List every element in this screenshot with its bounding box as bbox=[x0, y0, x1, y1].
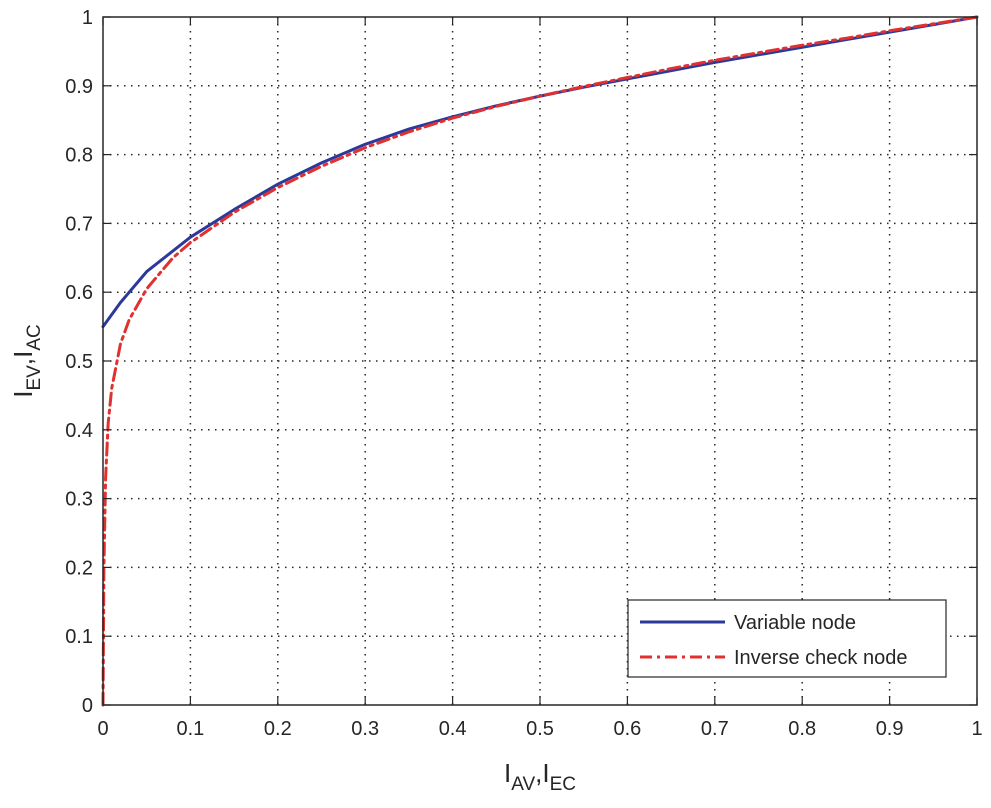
x-tick-label-6: 0.6 bbox=[613, 718, 641, 740]
x-tick-label-8: 0.8 bbox=[788, 718, 816, 740]
y-axis-ticks: 0 0.1 0.2 0.3 0.4 0.5 0.6 0.7 0.8 0.9 1 bbox=[65, 7, 977, 717]
x-tick-label-4: 0.4 bbox=[439, 718, 467, 740]
legend: Variable node Inverse check node bbox=[627, 599, 947, 678]
legend-box bbox=[627, 599, 947, 678]
y-label-sub-1: EV bbox=[24, 365, 45, 391]
x-tick-label-2: 0.2 bbox=[264, 718, 292, 740]
y-tick-label-9: 0.9 bbox=[65, 76, 93, 98]
x-tick-label-10: 1 bbox=[971, 718, 982, 740]
x-label-sep: , bbox=[535, 758, 542, 788]
x-axis-ticks: 0 0.1 0.2 0.3 0.4 0.5 0.6 0.7 0.8 0.9 1 bbox=[97, 17, 983, 740]
y-tick-label-8: 0.8 bbox=[65, 145, 93, 167]
y-tick-label-7: 0.7 bbox=[65, 213, 93, 235]
y-label-main-1: I bbox=[8, 391, 38, 398]
y-tick-label-6: 0.6 bbox=[65, 282, 93, 304]
x-tick-label-9: 0.9 bbox=[876, 718, 904, 740]
legend-label-variable-node: Variable node bbox=[734, 612, 856, 634]
y-label-main-2: I bbox=[8, 351, 38, 358]
x-tick-label-0: 0 bbox=[97, 718, 108, 740]
x-label-main-1: I bbox=[504, 758, 511, 788]
x-tick-label-1: 0.1 bbox=[176, 718, 204, 740]
y-tick-label-0: 0 bbox=[82, 695, 93, 717]
y-tick-label-2: 0.2 bbox=[65, 557, 93, 579]
x-tick-label-7: 0.7 bbox=[701, 718, 729, 740]
series-layer bbox=[101, 15, 979, 707]
x-tick-label-5: 0.5 bbox=[526, 718, 554, 740]
x-label-sub-1: AV bbox=[511, 774, 535, 795]
y-tick-label-3: 0.3 bbox=[65, 489, 93, 511]
series-line-variable-node bbox=[101, 15, 979, 329]
x-label-sub-2: EC bbox=[550, 774, 576, 795]
x-axis-label: IAV,IEC bbox=[504, 758, 576, 795]
y-axis-label: IEV,IAC bbox=[8, 324, 45, 397]
y-label-sep: , bbox=[8, 358, 38, 365]
y-tick-label-10: 1 bbox=[82, 7, 93, 29]
y-label-sub-2: AC bbox=[24, 324, 45, 350]
y-tick-label-1: 0.1 bbox=[65, 626, 93, 648]
y-tick-label-5: 0.5 bbox=[65, 351, 93, 373]
legend-label-inverse-check-node: Inverse check node bbox=[734, 647, 907, 669]
y-tick-label-4: 0.4 bbox=[65, 420, 93, 442]
x-label-main-2: I bbox=[542, 758, 549, 788]
x-tick-label-3: 0.3 bbox=[351, 718, 379, 740]
series-line-inverse-check-node bbox=[101, 15, 979, 707]
